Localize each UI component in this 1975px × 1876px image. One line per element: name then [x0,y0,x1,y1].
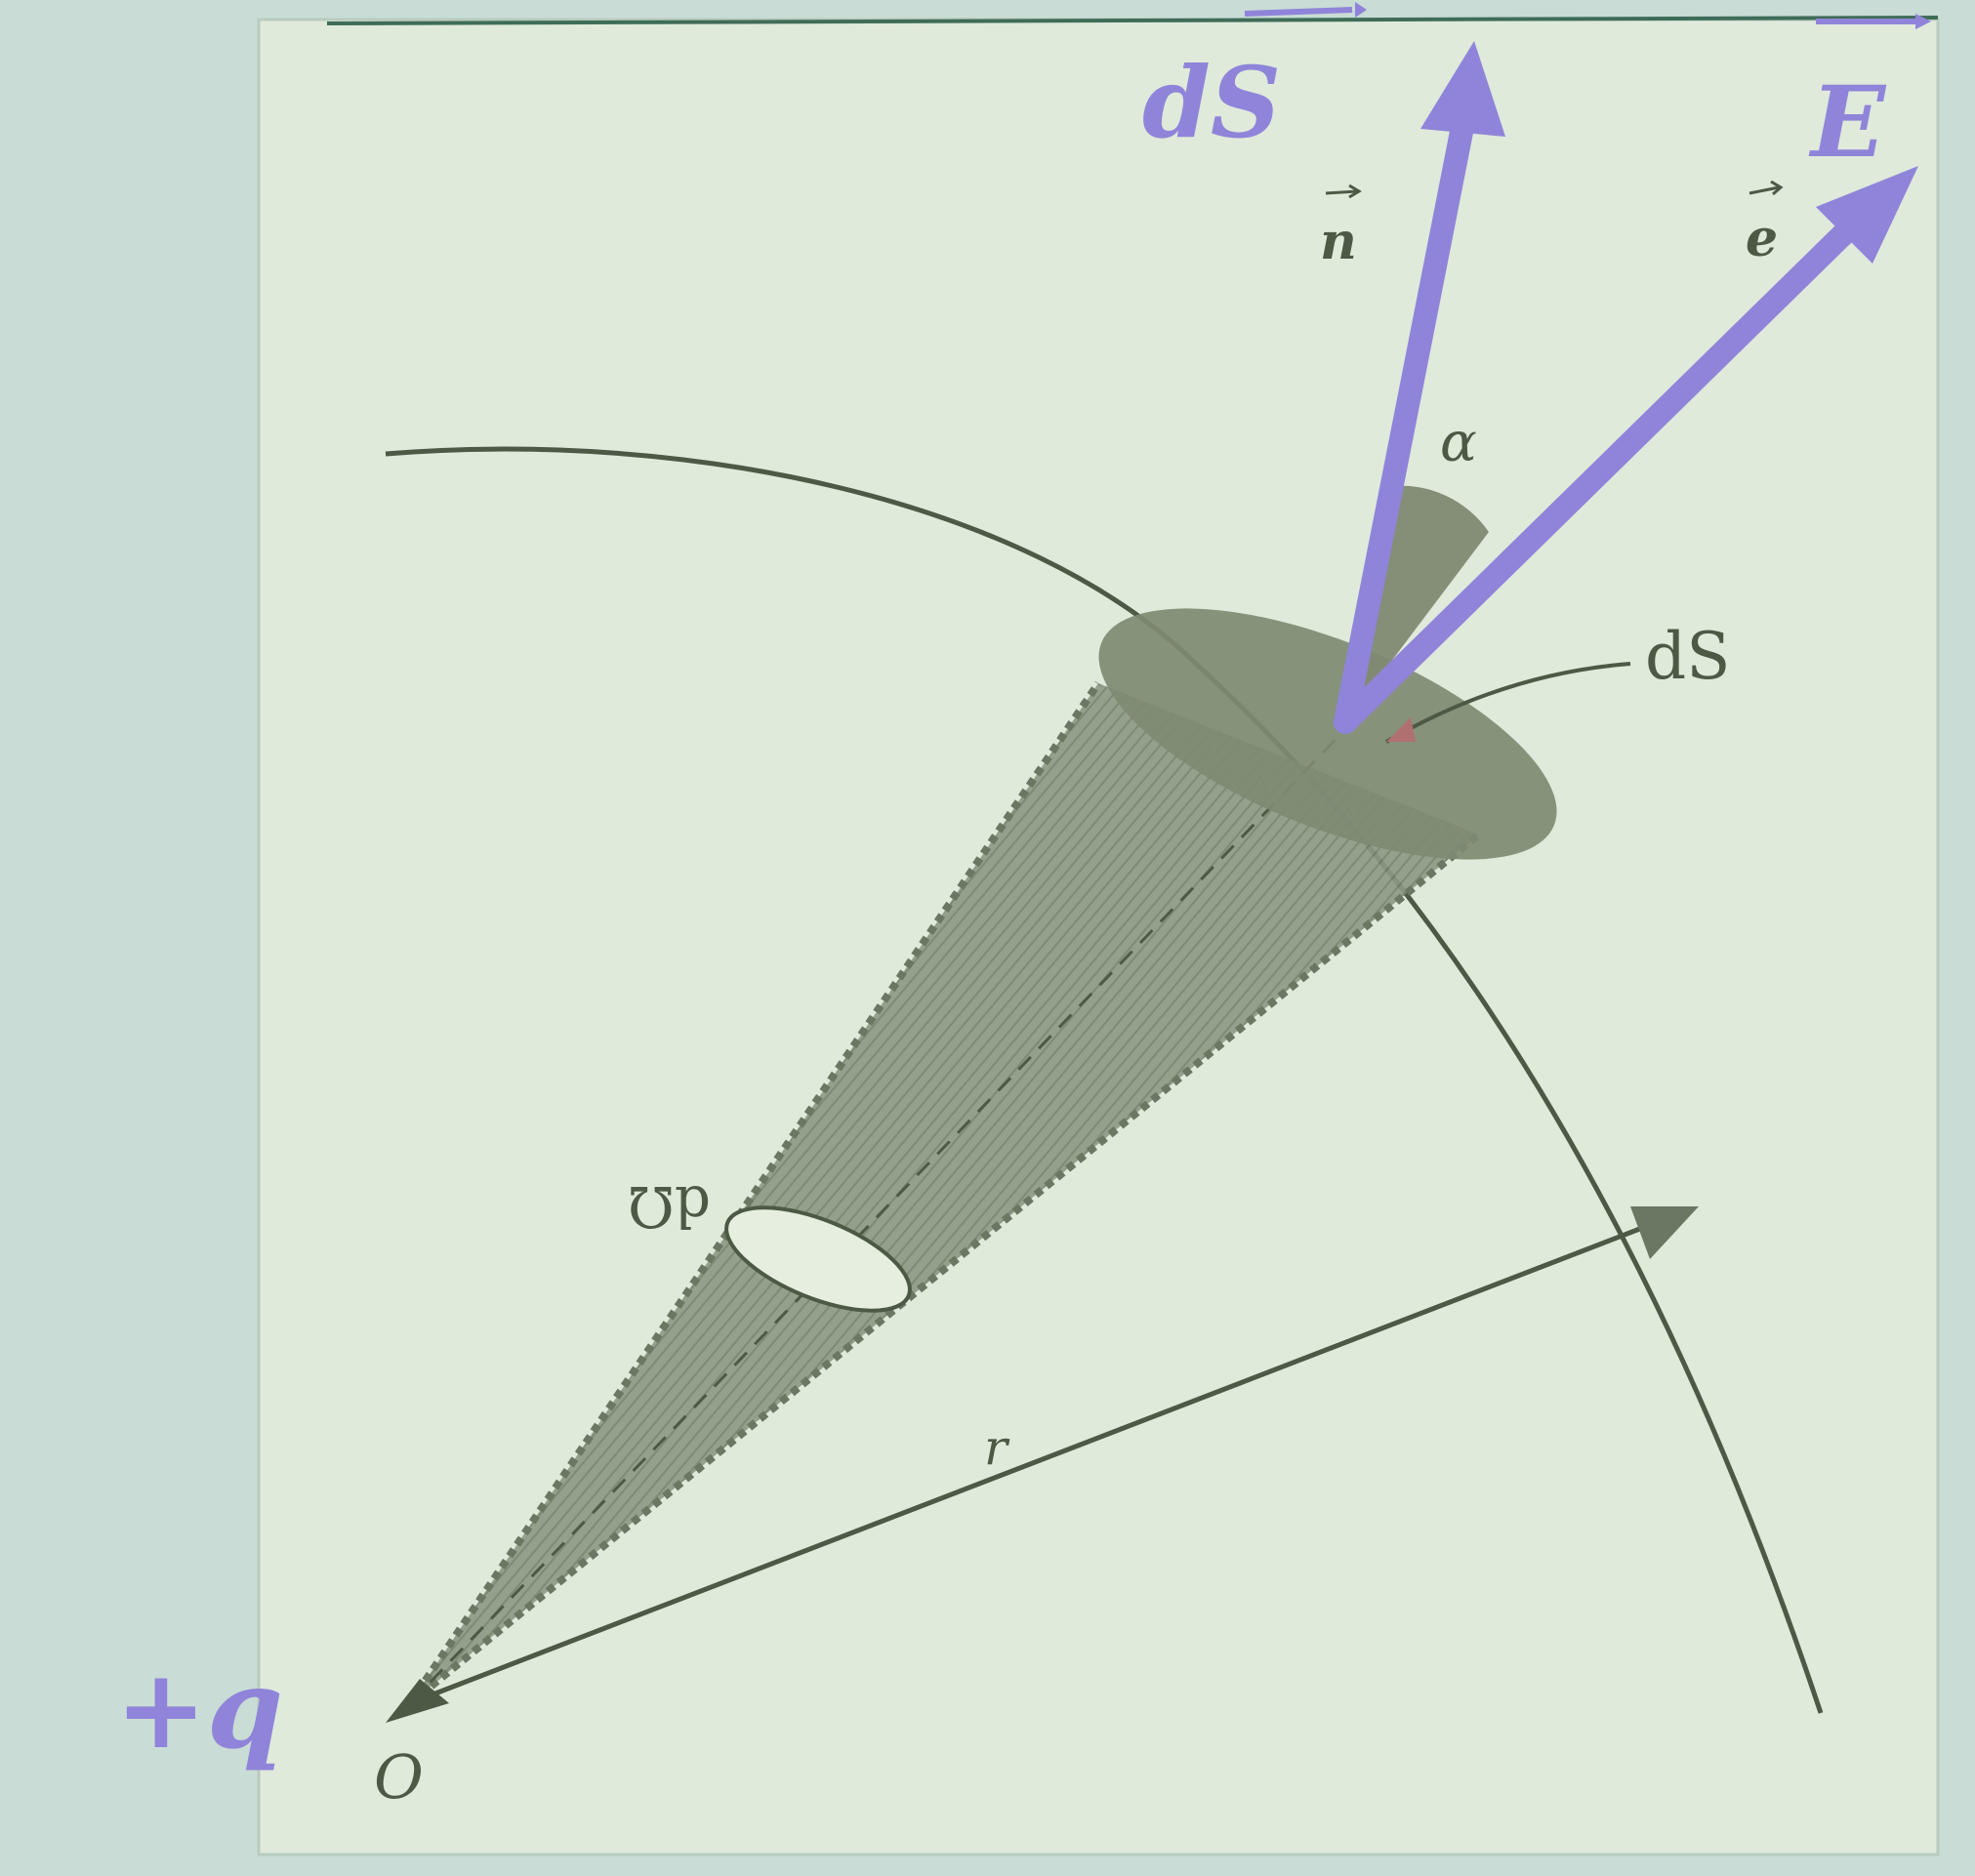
area-element-ds [1098,608,1557,860]
cone-axis [408,720,1354,1705]
e-unit-overarrow [1749,180,1784,196]
d-omega-ellipse [724,1205,912,1313]
e-vector-arrow [1334,223,1855,734]
radius-vector-line [409,1222,1651,1706]
e-label-overarrow-tip [1915,14,1931,29]
ds-leader-tip [1386,717,1416,742]
d-omega-label: dΩ [628,1173,711,1240]
ds-leader-line [1384,662,1631,744]
e-vector-label: E [1808,64,1887,180]
solid-angle-cone [410,683,1479,1703]
top-border-line [326,16,1939,25]
n-unit-label: n [1320,212,1357,271]
charge-label: +q [115,1646,283,1774]
ds-vector-arrow [1334,115,1474,734]
alpha-label: α [1440,411,1477,474]
origin-label: O [374,1741,424,1813]
e-vector-arrowhead [1816,166,1918,264]
cone-edge-left [406,680,1102,1706]
radius-arrowhead [1630,1206,1699,1259]
cone-edge-right [407,831,1482,1707]
ds-vector-label: dS [1142,45,1281,160]
origin-mark [386,1679,449,1723]
n-unit-overarrow [1325,184,1362,199]
e-unit-label: e [1746,209,1778,268]
ds-label-overarrow [1244,7,1353,17]
ds-area-label: dS [1645,619,1730,694]
radius-label: r [984,1419,1010,1476]
ds-vector-arrowhead [1420,41,1505,137]
ds-label-overarrow-tip [1355,2,1367,18]
